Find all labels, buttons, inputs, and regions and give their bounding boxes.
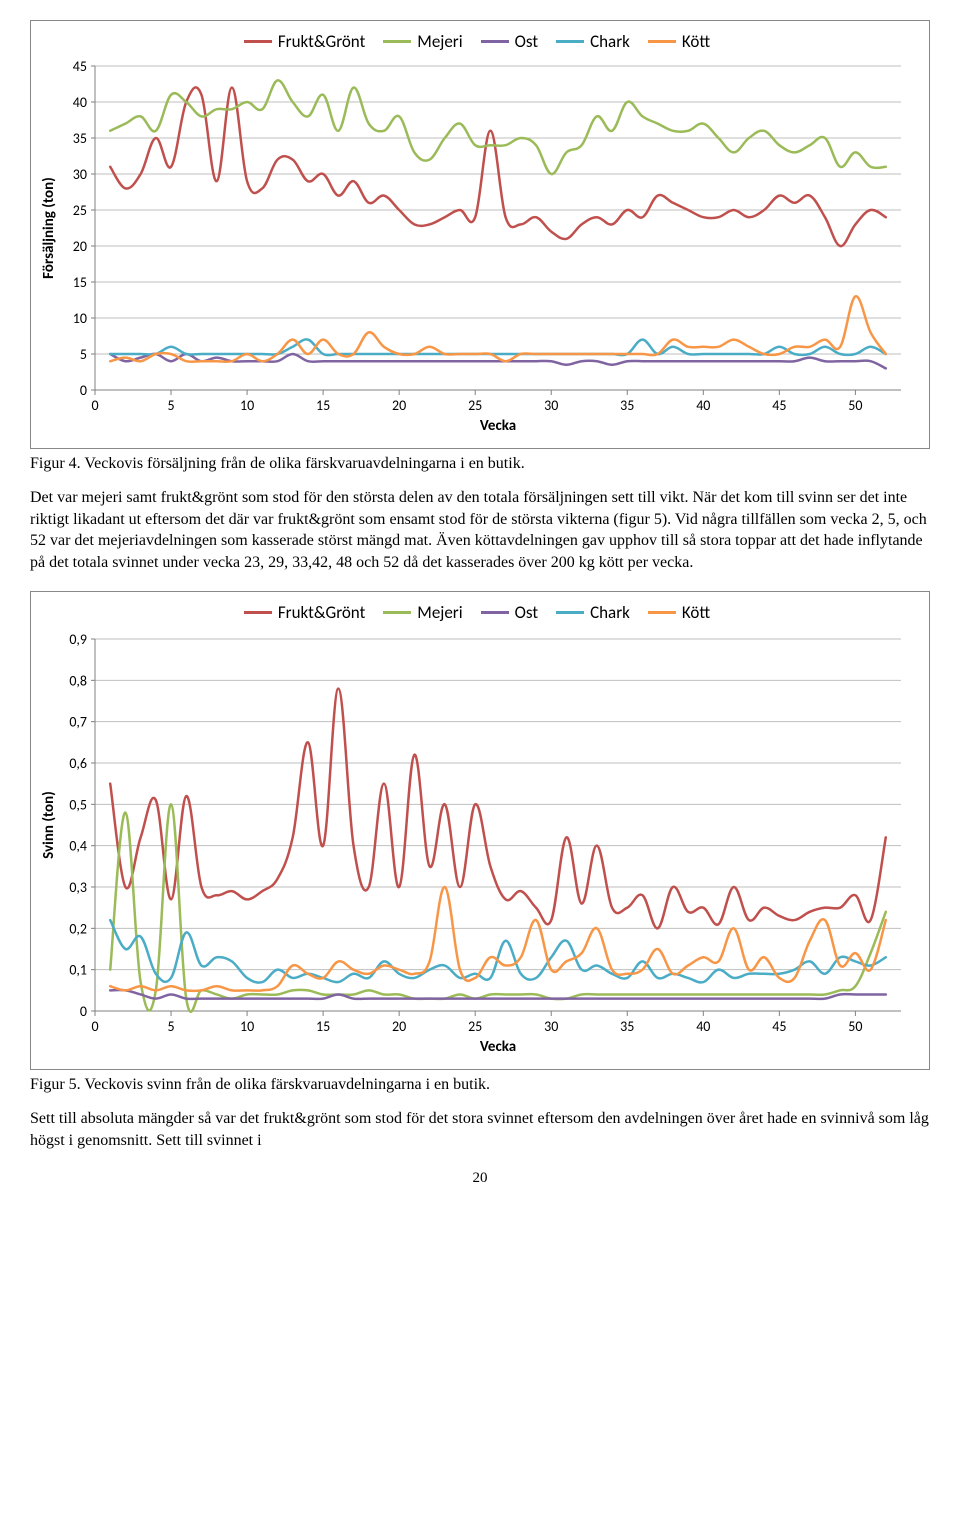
legend-swatch xyxy=(481,611,509,614)
legend-label: Ost xyxy=(515,602,538,623)
svg-text:Vecka: Vecka xyxy=(480,1038,516,1056)
chart-waste: Frukt&Grönt Mejeri Ost Chark Kött 0 0,1 0,2 0,3… xyxy=(30,591,930,1070)
svg-text:0,7: 0,7 xyxy=(69,714,87,731)
legend-swatch xyxy=(244,611,272,614)
svg-text:40: 40 xyxy=(696,397,710,414)
svg-text:10: 10 xyxy=(240,1018,254,1035)
legend-swatch xyxy=(648,40,676,43)
legend-item: Chark xyxy=(556,31,630,52)
svg-text:50: 50 xyxy=(848,397,862,414)
svg-text:0,3: 0,3 xyxy=(69,879,87,896)
svg-text:35: 35 xyxy=(620,397,634,414)
legend-label: Mejeri xyxy=(417,602,462,623)
svg-text:10: 10 xyxy=(73,310,87,327)
legend-item: Kött xyxy=(648,602,710,623)
svg-text:Vecka: Vecka xyxy=(480,417,516,435)
svg-text:45: 45 xyxy=(73,58,87,75)
svg-text:0: 0 xyxy=(91,1018,98,1035)
legend-swatch xyxy=(244,40,272,43)
svg-text:35: 35 xyxy=(620,1018,634,1035)
svg-text:30: 30 xyxy=(544,397,558,414)
svg-text:0,5: 0,5 xyxy=(69,797,87,814)
legend-item: Frukt&Grönt xyxy=(244,602,365,623)
legend-swatch xyxy=(481,40,509,43)
svg-text:Försäljning (ton): Försäljning (ton) xyxy=(40,177,58,279)
svg-text:0,9: 0,9 xyxy=(69,631,87,648)
svg-text:25: 25 xyxy=(73,202,87,219)
svg-text:45: 45 xyxy=(772,397,786,414)
svg-text:10: 10 xyxy=(240,397,254,414)
svg-text:5: 5 xyxy=(80,346,87,363)
legend-item: Chark xyxy=(556,602,630,623)
svg-text:0: 0 xyxy=(80,1003,87,1020)
legend-swatch xyxy=(648,611,676,614)
legend-label: Kött xyxy=(682,602,710,623)
svg-text:15: 15 xyxy=(316,397,330,414)
page-number: 20 xyxy=(30,1170,930,1187)
svg-text:50: 50 xyxy=(848,1018,862,1035)
chart-waste-legend: Frukt&Grönt Mejeri Ost Chark Kött xyxy=(35,602,919,623)
svg-text:15: 15 xyxy=(73,274,87,291)
svg-text:30: 30 xyxy=(544,1018,558,1035)
chart-sales-legend: Frukt&Grönt Mejeri Ost Chark Kött xyxy=(35,31,919,52)
svg-text:35: 35 xyxy=(73,130,87,147)
legend-label: Kött xyxy=(682,31,710,52)
legend-item: Kött xyxy=(648,31,710,52)
svg-text:20: 20 xyxy=(73,238,87,255)
legend-label: Frukt&Grönt xyxy=(278,602,365,623)
svg-text:25: 25 xyxy=(468,397,482,414)
svg-text:30: 30 xyxy=(73,166,87,183)
legend-label: Mejeri xyxy=(417,31,462,52)
legend-item: Ost xyxy=(481,602,538,623)
figure4-caption: Figur 4. Veckovis försäljning från de ol… xyxy=(30,455,930,473)
svg-text:20: 20 xyxy=(392,1018,406,1035)
legend-item: Mejeri xyxy=(383,602,462,623)
figure5-caption: Figur 5. Veckovis svinn från de olika fä… xyxy=(30,1076,930,1094)
legend-item: Ost xyxy=(481,31,538,52)
svg-text:5: 5 xyxy=(167,397,174,414)
legend-item: Frukt&Grönt xyxy=(244,31,365,52)
svg-text:15: 15 xyxy=(316,1018,330,1035)
legend-swatch xyxy=(556,40,584,43)
svg-text:0: 0 xyxy=(80,382,87,399)
legend-swatch xyxy=(383,40,411,43)
svg-text:0,1: 0,1 xyxy=(69,962,87,979)
svg-text:0: 0 xyxy=(91,397,98,414)
svg-text:45: 45 xyxy=(772,1018,786,1035)
chart-sales-plot: 0 5 10 15 20 25 30 35 40 45 0 5 10 15 20 25 30 35 40 45 50 Ve… xyxy=(35,58,915,438)
body-paragraph-1: Det var mejeri samt frukt&grönt som stod… xyxy=(30,487,930,573)
legend-label: Ost xyxy=(515,31,538,52)
svg-text:40: 40 xyxy=(696,1018,710,1035)
svg-text:0,4: 0,4 xyxy=(69,838,87,855)
legend-label: Chark xyxy=(590,602,630,623)
svg-text:0,8: 0,8 xyxy=(69,673,87,690)
svg-text:0,2: 0,2 xyxy=(69,921,87,938)
chart-sales: Frukt&Grönt Mejeri Ost Chark Kött 0 5 10 15 20 25… xyxy=(30,20,930,449)
legend-swatch xyxy=(556,611,584,614)
svg-text:Svinn (ton): Svinn (ton) xyxy=(40,792,58,860)
legend-item: Mejeri xyxy=(383,31,462,52)
legend-label: Frukt&Grönt xyxy=(278,31,365,52)
svg-text:20: 20 xyxy=(392,397,406,414)
body-paragraph-2: Sett till absoluta mängder så var det fr… xyxy=(30,1108,930,1151)
legend-swatch xyxy=(383,611,411,614)
svg-text:5: 5 xyxy=(167,1018,174,1035)
svg-text:0,6: 0,6 xyxy=(69,755,87,772)
svg-text:40: 40 xyxy=(73,94,87,111)
chart-waste-plot: 0 0,1 0,2 0,3 0,4 0,5 0,6 0,7 0,8 0,9 0 5 10 15 20 25 30… xyxy=(35,629,915,1059)
legend-label: Chark xyxy=(590,31,630,52)
svg-text:25: 25 xyxy=(468,1018,482,1035)
